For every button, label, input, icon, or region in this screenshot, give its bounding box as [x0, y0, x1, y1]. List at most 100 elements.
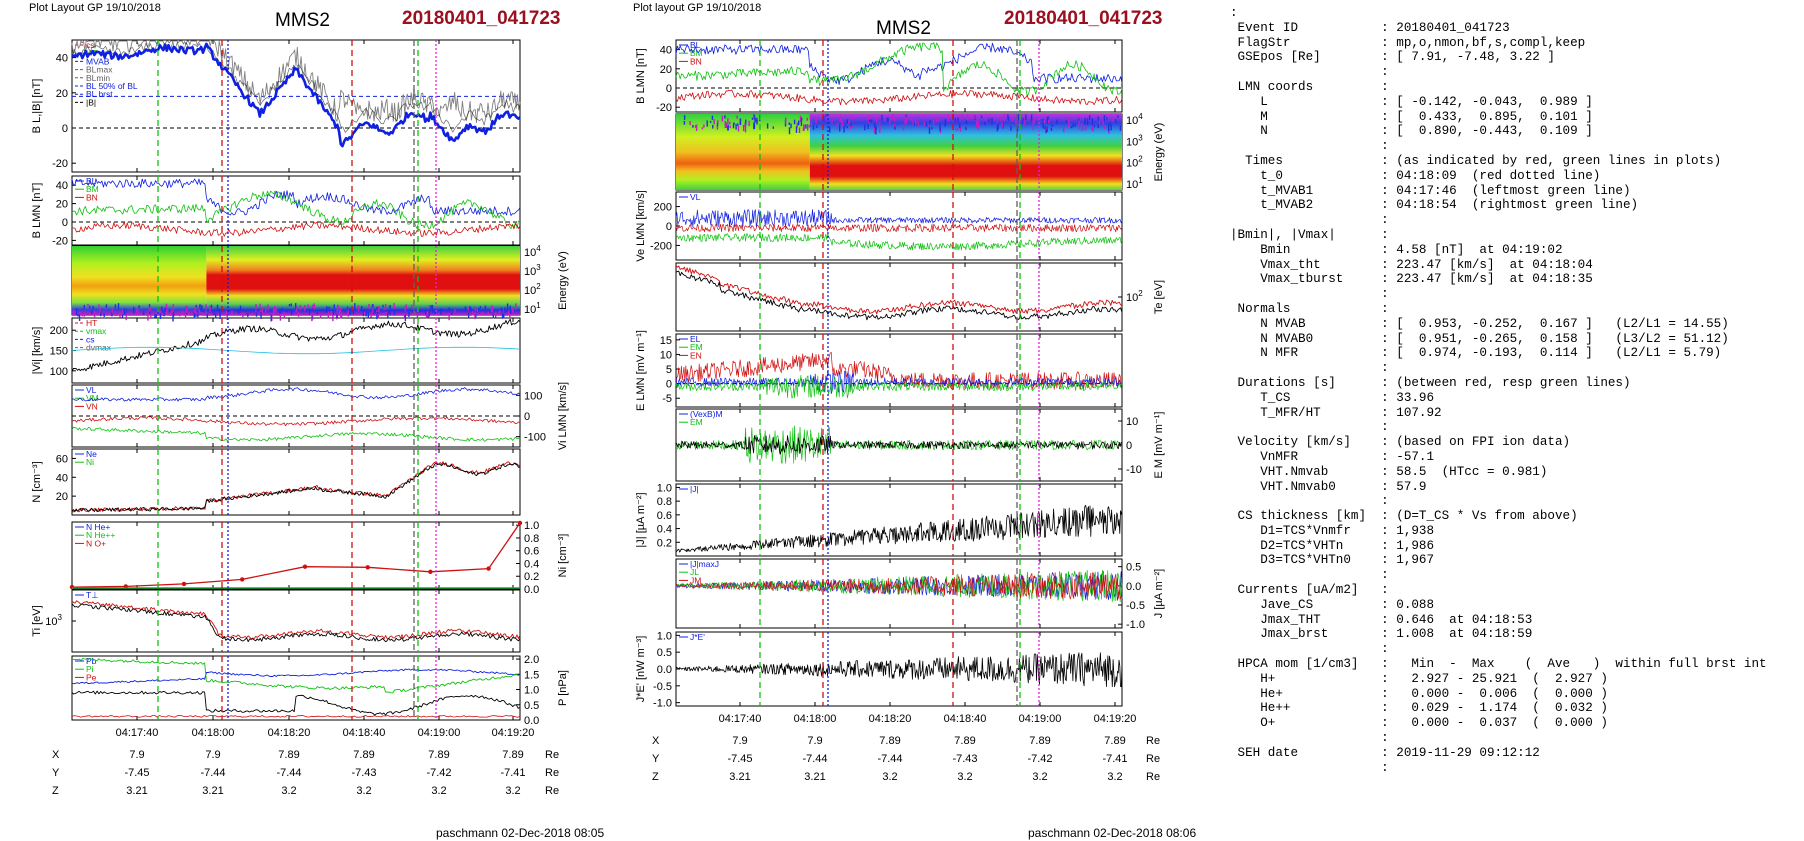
- spectrogram-pixel: [197, 310, 199, 318]
- orbit-value: -7.44: [200, 767, 225, 779]
- legend-label: JL: [690, 567, 699, 577]
- series-line: [71, 657, 521, 694]
- spectrogram-pixel: [905, 114, 907, 117]
- spectrogram-pixel: [311, 313, 313, 316]
- spectrogram-pixel: [500, 307, 503, 310]
- spacecraft-title-left: MMS2: [275, 10, 330, 31]
- y-tick-label: 0: [666, 379, 672, 391]
- spectrogram-pixel: [490, 305, 493, 313]
- y-tick-label: 103: [524, 263, 541, 278]
- spectrogram-pixel: [467, 307, 470, 311]
- spectrogram-pixel: [509, 305, 511, 312]
- spectrogram-pixel: [474, 312, 476, 320]
- spectrogram-pixel: [290, 312, 293, 316]
- spectrogram-pixel: [150, 314, 152, 319]
- panel-frame: [675, 483, 1123, 557]
- spectrogram-pixel: [213, 311, 215, 316]
- series-line: [675, 89, 1123, 106]
- info-line: :: [1230, 361, 1389, 376]
- series-line: [71, 462, 521, 513]
- y-tick-label: 20: [660, 64, 672, 76]
- spectrogram-pixel: [816, 125, 818, 129]
- spectrogram-pixel: [93, 310, 96, 318]
- spectrogram-pixel: [810, 120, 813, 126]
- spectrogram-pixel: [875, 126, 877, 130]
- spectrogram-pixel: [431, 309, 434, 314]
- orbit-row-unit: Re: [545, 767, 559, 779]
- legend-label: N O+: [86, 538, 106, 548]
- spectrogram-pixel: [692, 125, 694, 128]
- orbit-row-name: X: [52, 749, 60, 761]
- spectrogram-pixel: [803, 124, 805, 131]
- info-line: H+ : 2.927 - 25.921 ( 2.927 ): [1230, 671, 1608, 686]
- orbit-row-name: Y: [52, 767, 60, 779]
- spectrogram-pixel: [925, 122, 928, 127]
- orbit-value: 3.21: [804, 771, 825, 783]
- y-axis-label: Energy (eV): [1153, 123, 1165, 182]
- spectrogram-pixel: [840, 126, 843, 129]
- spectrogram-pixel: [187, 311, 190, 315]
- time-tick-label: 04:18:40: [944, 713, 987, 725]
- spectrogram-pixel: [869, 115, 872, 119]
- legend-label: BLmax: [86, 65, 113, 75]
- series-line: [71, 41, 521, 133]
- orbit-value: -7.43: [351, 767, 376, 779]
- spectrogram-pixel: [509, 314, 511, 319]
- y-tick-label: 40: [56, 53, 68, 65]
- info-line: Times : (as indicated by red, green line…: [1230, 153, 1722, 168]
- info-line: :: [1230, 642, 1389, 657]
- spectrogram-pixel: [478, 307, 480, 310]
- spectrogram-pixel: [361, 306, 363, 311]
- y-tick-label: 0.0: [524, 584, 539, 596]
- spectrogram-pixel: [753, 122, 755, 130]
- spectrogram-pixel: [805, 124, 807, 129]
- spectrogram-pixel: [111, 308, 114, 313]
- series-line: [71, 221, 521, 237]
- series-line: [675, 504, 1123, 553]
- spectrogram-pixel: [839, 124, 841, 132]
- y-tick-label: 104: [1126, 112, 1143, 127]
- info-line: Vmax_tht : 223.47 [km/s] at 04:18:04: [1230, 257, 1593, 272]
- spectrogram-pixel: [377, 313, 379, 319]
- spectrogram-pixel: [1015, 118, 1017, 125]
- info-line: VHT.Nmvab : 58.5 (HTcc = 0.981): [1230, 464, 1548, 479]
- spectrogram-pixel: [997, 123, 999, 130]
- y-tick-label: -20: [656, 102, 672, 114]
- spectrogram-pixel: [119, 311, 121, 318]
- spectrogram-pixel: [716, 122, 719, 127]
- spectrogram-pixel: [312, 304, 314, 311]
- spectrogram-pixel: [498, 310, 501, 315]
- spectrogram-pixel: [340, 314, 342, 319]
- legend-label: Pe: [86, 672, 97, 682]
- legend-label: EN: [690, 350, 702, 360]
- event-info-panel: : Event ID : 20180401_041723 FlagStr : m…: [1230, 6, 1800, 806]
- spectrogram-pixel: [370, 314, 372, 318]
- spectrogram-pixel: [756, 119, 758, 125]
- series-line: [71, 346, 521, 355]
- legend-label: (VexB)M: [690, 409, 723, 419]
- spectrogram-pixel: [1007, 116, 1010, 121]
- spectrogram-pixel: [800, 119, 803, 127]
- spectrogram-pixel: [501, 313, 504, 319]
- orbit-value: 3.2: [1032, 771, 1047, 783]
- orbit-row-name: X: [652, 735, 660, 747]
- spectrogram-pixel: [503, 309, 505, 314]
- spectrogram-pixel: [1081, 122, 1083, 126]
- spectrogram-pixel: [933, 120, 935, 126]
- info-line: :: [1230, 568, 1389, 583]
- spectrogram-pixel: [375, 309, 377, 314]
- spectrogram-pixel: [425, 309, 427, 315]
- event-title-left: 20180401_041723: [402, 8, 561, 29]
- spectrogram-pixel: [138, 305, 140, 308]
- spectrogram-pixel: [242, 312, 244, 319]
- spectrogram-pixel: [430, 305, 432, 310]
- spectrogram-pixel: [894, 126, 896, 130]
- orbit-value: 3.2: [505, 785, 520, 797]
- info-line: Durations [s] : (between red, resp green…: [1230, 375, 1631, 390]
- spectrogram-pixel: [507, 306, 509, 312]
- spectrogram-pixel: [703, 124, 705, 128]
- spectrogram-pixel: [408, 311, 410, 318]
- info-line: t_MVAB2 : 04:18:54 (rightmost green line…: [1230, 198, 1639, 213]
- spectrogram-pixel: [1063, 126, 1065, 133]
